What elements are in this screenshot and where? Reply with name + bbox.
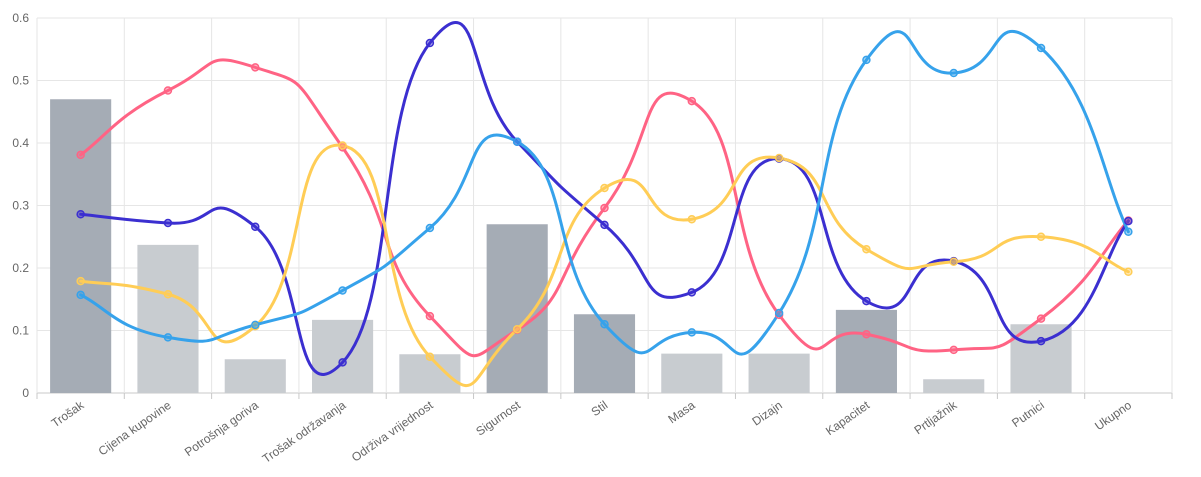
series-point-4 [600,320,609,329]
series-point-3 [512,325,522,334]
series-point-1 [251,63,260,72]
series-point-4 [76,290,85,300]
series-point-2 [338,358,347,367]
series-point-1 [163,86,173,95]
series-point-3 [687,215,697,224]
series-line-1 [79,58,1130,358]
x-tick-label: Putnici [1009,398,1047,430]
x-tick-label: Dizajn [749,398,784,429]
bar [748,353,810,393]
y-tick-label: 0.5 [12,74,29,88]
x-tick-label: Stil [589,398,611,419]
x-tick-label: Potrošnja goriva [182,398,261,459]
series-point-3 [1036,232,1046,241]
series-point-2 [76,210,85,219]
series-point-1 [949,345,958,355]
y-tick-label: 0.3 [12,199,29,213]
series-point-2 [163,218,173,228]
x-tick-label: Prtljažnik [912,397,961,437]
series-point-1 [862,330,871,339]
series-line-3 [79,143,1130,388]
series-point-1 [76,150,85,160]
bar [224,359,286,393]
series-point-3 [76,276,85,286]
bar [835,309,897,393]
series-point-4 [512,137,522,146]
y-tick-label: 0 [22,386,29,400]
x-tick-label: Kapacitet [823,398,873,439]
series-point-3 [600,183,609,193]
y-tick-label: 0.6 [12,11,29,25]
series-point-4 [251,320,260,330]
series-point-4 [949,68,958,78]
series-point-4 [1036,43,1046,53]
series-point-3 [774,153,784,163]
series-point-1 [425,311,435,321]
bar [312,319,374,393]
series-point-4 [774,308,784,318]
series-point-2 [251,222,260,231]
bar [661,353,723,393]
x-tick-label: Cijena kupovine [96,398,174,459]
series-point-2 [600,220,609,230]
bar [923,379,985,393]
series-point-4 [425,223,435,233]
series-point-1 [687,96,697,106]
series-line-4 [79,30,1130,356]
x-tick-label: Trošak [49,397,88,430]
bar [50,99,112,393]
y-tick-label: 0.2 [12,261,29,275]
series-point-4 [687,328,697,337]
series-point-3 [338,141,347,150]
series-point-4 [163,333,173,342]
series-point-3 [1124,267,1133,276]
y-tick-label: 0.4 [12,136,29,150]
series-point-1 [600,203,609,213]
series-point-2 [425,38,435,48]
bar [137,244,199,393]
series-point-4 [338,286,347,295]
series-point-3 [862,245,871,254]
bar [1010,324,1072,393]
series-point-2 [1036,336,1046,346]
series-point-2 [687,288,697,297]
bar [486,224,548,393]
x-tick-label: Masa [665,398,697,426]
series-point-3 [425,352,435,361]
y-tick-label: 0.1 [12,324,29,338]
series-point-1 [1036,314,1046,323]
x-tick-label: Održiva vrijednost [349,398,436,465]
x-tick-label: Ukupno [1092,398,1134,433]
series-line-2 [79,21,1130,376]
series-point-3 [949,257,958,266]
x-tick-label: Trošak održavanja [260,398,349,466]
series-point-3 [163,290,173,299]
series-point-4 [1124,227,1133,236]
x-tick-label: Sigurnost [473,398,523,439]
series-point-2 [862,296,871,306]
series-point-2 [1124,216,1133,226]
series-point-4 [862,55,871,65]
